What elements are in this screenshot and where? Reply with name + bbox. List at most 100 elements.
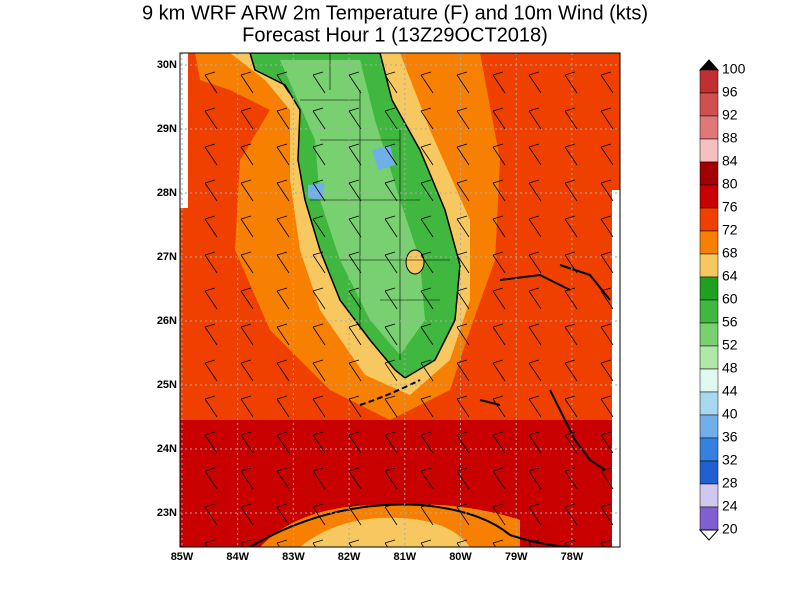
wind-barb [348, 467, 362, 490]
colorbar-swatch [699, 184, 719, 209]
wind-barb [420, 467, 434, 490]
colorbar-label: 100 [722, 61, 746, 77]
wind-barb [240, 71, 254, 94]
wind-barb [312, 467, 326, 490]
colorbar-swatch [699, 253, 719, 278]
wind-barb [600, 467, 614, 490]
wind-barb [420, 251, 434, 274]
wind-barb [456, 359, 470, 382]
wind-barb [240, 539, 252, 547]
wind-barb [528, 143, 542, 166]
wind-barb [204, 503, 218, 526]
wind-barb [528, 71, 542, 94]
wind-barb [600, 71, 614, 94]
map [179, 52, 621, 548]
wind-barb [312, 215, 326, 238]
wind-barb [384, 107, 398, 130]
wind-barb [240, 467, 254, 490]
wind-barb [384, 467, 398, 490]
wind-barb [348, 323, 362, 346]
wind-barb [384, 71, 398, 94]
colorbar-label: 28 [722, 475, 738, 491]
wind-barb [240, 395, 254, 418]
wind-barb [312, 143, 326, 166]
wind-barb [312, 287, 326, 310]
colorbar-label: 92 [722, 107, 738, 123]
colorbar-swatch [699, 414, 719, 439]
wind-barb [456, 323, 470, 346]
wind-barb [240, 431, 254, 454]
wind-barb [384, 431, 398, 454]
wind-barb [384, 215, 398, 238]
wind-barb [456, 143, 470, 166]
wind-barb [240, 323, 254, 346]
subtitle: Forecast Hour 1 (13Z29OCT2018) [242, 24, 548, 46]
wind-barb [564, 71, 578, 94]
wind-barb [312, 71, 326, 94]
colorbar-label: 48 [722, 360, 738, 376]
wind-barb [528, 395, 542, 418]
colorbar-top-arrow [698, 59, 720, 71]
graticule [180, 53, 620, 547]
wind-barb [276, 359, 290, 382]
wind-barb [348, 71, 362, 94]
wind-barb [204, 251, 218, 274]
latitude-label: 26N [157, 315, 177, 327]
wind-barb [384, 143, 398, 166]
wind-barb [456, 215, 470, 238]
wind-barb [600, 179, 614, 202]
wind-barb [204, 179, 218, 202]
colorbar-swatch [699, 483, 719, 508]
wind-barb [276, 143, 290, 166]
wind-barb [204, 323, 218, 346]
longitude-label: 82W [338, 551, 361, 563]
wind-barb [600, 503, 614, 526]
colorbar-label: 96 [722, 84, 738, 100]
colorbar-label: 64 [722, 268, 738, 284]
wind-barb [492, 215, 506, 238]
colorbar-label: 76 [722, 199, 738, 215]
wind-barb [564, 503, 578, 526]
wind-barb [456, 467, 470, 490]
wind-barb [204, 143, 218, 166]
wind-barb [348, 107, 362, 130]
wind-barb [348, 215, 362, 238]
wind-barb [384, 287, 398, 310]
no-data [180, 53, 188, 208]
wind-barb [600, 143, 614, 166]
longitude-label: 83W [282, 551, 305, 563]
wind-barb [492, 431, 506, 454]
wind-barb [492, 143, 506, 166]
wind-barb [276, 71, 290, 94]
colorbar-label: 24 [722, 498, 738, 514]
wind-barb [348, 179, 362, 202]
wind-barb [240, 287, 254, 310]
wind-barb [564, 431, 578, 454]
longitude-label: 78W [561, 551, 584, 563]
title: 9 km WRF ARW 2m Temperature (F) and 10m … [142, 2, 648, 24]
wind-barb [240, 179, 254, 202]
wind-barb [276, 287, 290, 310]
colorbar-swatch [699, 437, 719, 462]
no-data [612, 190, 620, 547]
wind-barb [600, 323, 614, 346]
colorbar-label: 52 [722, 337, 738, 353]
colorbar-label: 60 [722, 291, 738, 307]
wind-barb [456, 503, 470, 526]
wind-barb [312, 251, 326, 274]
wind-barb [492, 71, 506, 94]
colorbar-swatch [699, 138, 719, 163]
wind-barb [348, 359, 362, 382]
colorbar-label: 72 [722, 222, 738, 238]
wind-barb [456, 539, 468, 547]
wind-barb [204, 287, 218, 310]
wind-barb [528, 431, 542, 454]
wind-barb [564, 143, 578, 166]
wind-barb [492, 287, 506, 310]
wind-barb [600, 395, 614, 418]
colorbar-swatch [699, 299, 719, 324]
wind-barb [528, 467, 542, 490]
colorbar-label: 80 [722, 176, 738, 192]
wind-barb [564, 287, 578, 310]
wind-barb [384, 395, 398, 418]
